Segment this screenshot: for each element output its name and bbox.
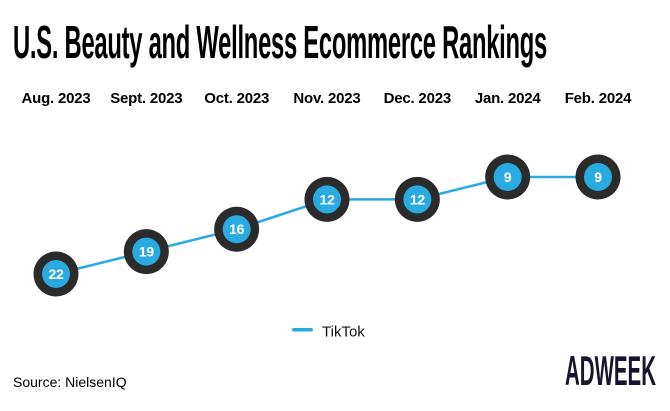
data-point-marker: 12 <box>304 176 350 222</box>
marker-dot <box>583 163 612 191</box>
x-axis-label: Dec. 2023 <box>384 90 451 107</box>
x-axis-label: Oct. 2023 <box>204 90 269 107</box>
marker-dot <box>403 185 432 214</box>
data-point-value: 16 <box>229 221 244 237</box>
marker-dot <box>132 237 161 266</box>
x-axis-label: Sept. 2023 <box>110 90 182 107</box>
x-axis-label: Jan. 2024 <box>475 90 542 107</box>
x-axis-label: Feb. 2024 <box>565 90 632 107</box>
line-series-tiktok: 22 19 16 12 12 9 9 <box>33 154 621 297</box>
marker-dot <box>493 163 522 191</box>
data-point-value: 12 <box>320 191 335 207</box>
data-point-value: 22 <box>49 266 64 282</box>
data-point-marker: 12 <box>394 176 440 222</box>
marker-dot <box>42 260 70 288</box>
data-point-marker: 16 <box>214 206 260 252</box>
data-point-marker: 9 <box>575 154 621 200</box>
x-axis-label: Nov. 2023 <box>293 90 360 107</box>
legend-label: TikTok <box>322 324 365 341</box>
data-point-marker: 9 <box>485 154 531 200</box>
data-point-value: 12 <box>410 191 425 207</box>
source-credit: Source: NielsenIQ <box>13 374 127 390</box>
page-title: U.S. Beauty and Wellness Ecommerce Ranki… <box>13 16 547 68</box>
data-point-value: 19 <box>139 244 154 260</box>
x-axis-labels: Aug. 2023 Sept. 2023 Oct. 2023 Nov. 2023… <box>21 90 632 107</box>
x-axis-label: Aug. 2023 <box>21 90 90 107</box>
data-point-value: 9 <box>504 169 512 185</box>
legend-swatch <box>292 328 313 332</box>
data-point-value: 9 <box>594 169 602 185</box>
adweek-logo: ADWEEK <box>565 347 656 394</box>
data-point-marker: 19 <box>123 229 169 275</box>
legend: TikTok <box>292 324 365 341</box>
marker-dot <box>312 185 341 214</box>
marker-dot <box>222 215 251 244</box>
data-point-marker: 22 <box>33 251 79 297</box>
